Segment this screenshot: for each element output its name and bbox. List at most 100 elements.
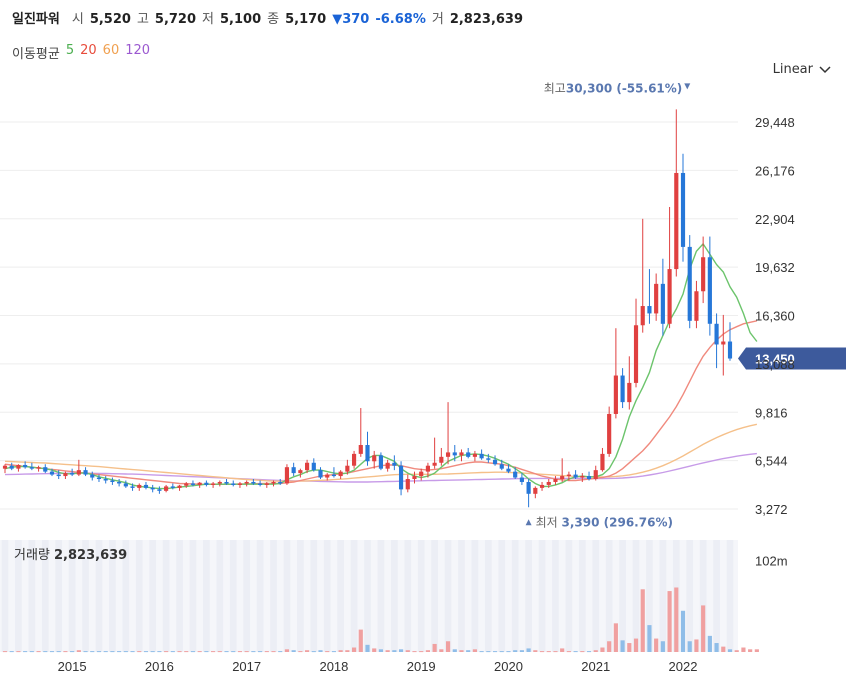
candle-body — [137, 484, 142, 488]
price-header: 일진파워 시 5,520 고 5,720 저 5,100 종 5,170 ▼37… — [12, 8, 523, 27]
candle — [647, 269, 652, 324]
volume-stripe — [565, 540, 573, 652]
volume-stripe — [297, 540, 304, 652]
volume-bar — [190, 651, 196, 653]
y-tick-label: 9,816 — [755, 405, 788, 420]
volume-bar — [748, 649, 753, 652]
ma-5-label[interactable]: 5 — [65, 43, 75, 58]
volume-bar — [627, 643, 632, 652]
change-percent: -6.68% — [375, 12, 426, 27]
volume-bar — [432, 643, 437, 652]
volume-bar — [298, 651, 303, 653]
volume-stripe — [511, 540, 519, 652]
volume-bar — [378, 649, 384, 652]
ma60-line — [4, 423, 758, 482]
candle-body — [439, 456, 444, 463]
ma-20-label[interactable]: 20 — [80, 43, 97, 58]
high-value: 5,720 — [154, 12, 197, 27]
volume-bar — [103, 651, 108, 653]
volume-bar — [23, 651, 28, 653]
candle-body — [586, 476, 592, 480]
candle — [425, 462, 430, 478]
volume-stripe — [364, 540, 371, 652]
scale-toggle[interactable]: Linear — [773, 62, 831, 77]
volume-stripe — [390, 540, 398, 652]
candle-body — [49, 471, 55, 475]
volume-stripe — [592, 540, 600, 652]
volume-bar — [439, 649, 444, 652]
candle-body — [36, 467, 41, 469]
candle-body — [432, 462, 437, 466]
volume-bar — [16, 651, 21, 653]
candle — [96, 474, 102, 482]
candle-body — [372, 455, 377, 462]
y-tick-label: 29,448 — [755, 115, 795, 130]
candle-body — [553, 479, 558, 482]
candle — [506, 464, 511, 474]
volume-bar — [217, 651, 222, 653]
volume-bar — [231, 651, 236, 653]
volume-bar — [264, 651, 269, 653]
candle — [244, 480, 249, 487]
volume-bar — [667, 591, 672, 652]
volume-bar — [486, 651, 491, 653]
volume-stripe — [350, 540, 358, 652]
candle-body — [2, 465, 8, 469]
candle — [680, 153, 686, 262]
candle-body — [177, 485, 182, 488]
ma-60-label[interactable]: 60 — [102, 43, 120, 58]
scale-toggle-label: Linear — [772, 62, 813, 77]
candle-body — [237, 483, 243, 485]
candle-body — [674, 172, 679, 270]
candle — [358, 408, 363, 457]
candle — [667, 206, 672, 329]
candle — [271, 480, 276, 487]
volume-bar — [331, 651, 337, 653]
candle-body — [680, 172, 686, 247]
candle-body — [56, 474, 61, 477]
candle-body — [519, 477, 524, 482]
volume-bar — [754, 649, 759, 652]
candle — [29, 462, 34, 471]
candle — [627, 356, 632, 410]
candle — [43, 464, 48, 474]
candle-body — [143, 484, 149, 488]
candle — [137, 483, 142, 491]
volume-stripe — [458, 540, 465, 652]
volume-stripe — [189, 540, 197, 652]
candle-body — [258, 483, 263, 485]
volume-stripe — [1, 540, 9, 652]
candle-body — [573, 474, 578, 478]
y-tick-label: 13,088 — [755, 357, 795, 372]
volume-stripe — [431, 540, 438, 652]
candle — [654, 273, 659, 321]
candle — [459, 449, 464, 462]
candle-body — [667, 269, 672, 324]
volume-bar — [318, 650, 323, 652]
volume-bar — [204, 651, 209, 653]
volume-bar — [43, 651, 48, 653]
candle-body — [479, 453, 484, 459]
candle — [600, 447, 605, 472]
volume-stripe — [203, 540, 210, 652]
volume-bar — [96, 651, 102, 653]
volume-bar — [506, 651, 511, 653]
volume-stripe — [417, 540, 425, 652]
volume-stripe — [444, 540, 452, 652]
high-label: 고 — [136, 12, 149, 27]
candle — [150, 484, 155, 493]
y-tick-label: 16,360 — [755, 309, 795, 324]
volume-bar — [526, 648, 531, 652]
candle — [83, 467, 88, 477]
candle — [553, 476, 558, 485]
candle — [519, 473, 524, 485]
candle — [580, 473, 585, 482]
candle-body — [694, 291, 699, 321]
candle — [546, 479, 551, 488]
ma-120-label[interactable]: 120 — [125, 43, 151, 58]
candle-body — [217, 481, 222, 484]
volume-stripe — [605, 540, 613, 652]
close-label: 종 — [267, 12, 280, 27]
volume-stripe — [122, 540, 130, 652]
